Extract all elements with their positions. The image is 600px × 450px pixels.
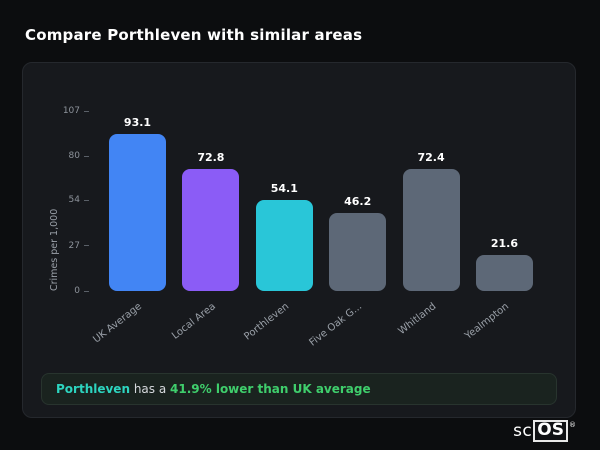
- bar-value-label: 93.1: [123, 116, 152, 130]
- x-axis-category-label: UK Average: [91, 301, 145, 346]
- x-axis-category-label: Yealmpton: [463, 301, 512, 342]
- bar-value-label: 54.1: [270, 182, 298, 195]
- bars-container: 93.1 UK Average 72.8 Local Area 54.1 Porthlev…: [92, 111, 533, 349]
- bar-value-label: 21.6: [490, 236, 519, 250]
- y-tick: 27: [69, 241, 89, 251]
- bar-value-label: 72.4: [417, 151, 445, 165]
- bar-column: 72.4 Whitland: [396, 111, 460, 337]
- bar[interactable]: [329, 213, 387, 291]
- logo-boxed-text: OS: [533, 420, 568, 442]
- y-tick-mark: [84, 199, 89, 201]
- y-tick: 54: [69, 195, 89, 205]
- summary-highlight-area: Porthleven: [56, 382, 130, 396]
- x-axis-category-label: Five Oak G...: [307, 301, 365, 349]
- y-axis-label: Crimes per 1,000: [49, 208, 60, 291]
- y-tick-label: 0: [74, 286, 80, 296]
- y-tick-label: 54: [68, 195, 80, 206]
- chart-card: Crimes per 1,000 0 27 54 80 107 93.1 UK Avera…: [22, 62, 576, 418]
- bar[interactable]: [109, 134, 166, 291]
- x-axis-category-label: Porthleven: [242, 301, 292, 343]
- registered-trademark-icon: ®: [569, 421, 576, 430]
- y-tick: 107: [63, 106, 89, 116]
- bar-value-label: 46.2: [344, 195, 372, 209]
- x-axis-category-label: Whitland: [395, 301, 438, 338]
- bar-column: 93.1 UK Average: [92, 111, 166, 345]
- y-tick-mark: [84, 110, 89, 112]
- bar[interactable]: [402, 169, 460, 291]
- y-tick-mark: [84, 290, 89, 292]
- x-axis-category-label: Local Area: [169, 301, 218, 342]
- y-tick-mark: [84, 155, 89, 157]
- scos-logo: sc OS ®: [513, 420, 576, 442]
- bar-value-label: 72.8: [197, 150, 225, 164]
- y-tick-label: 107: [62, 106, 80, 116]
- bar[interactable]: [255, 200, 313, 291]
- y-tick-label: 80: [68, 151, 80, 162]
- bar[interactable]: [182, 168, 240, 291]
- y-tick: 80: [69, 151, 89, 161]
- page-title: Compare Porthleven with similar areas: [25, 26, 363, 44]
- summary-box: Porthleven has a 41.9% lower than UK ave…: [41, 373, 557, 405]
- bar-column: 46.2 Five Oak G...: [308, 111, 387, 349]
- summary-middle-text: has a: [130, 382, 171, 396]
- bar-column: 21.6 Yealmpton: [463, 111, 533, 342]
- bar-chart-plot-area: 0 27 54 80 107 93.1 UK Average 72.8 Local Area 5…: [63, 106, 537, 349]
- bar-column: 72.8 Local Area: [170, 111, 240, 342]
- bar-column: 54.1 Porthleven: [242, 111, 313, 343]
- bar[interactable]: [475, 254, 533, 291]
- y-tick: 0: [74, 286, 89, 296]
- summary-stat-text: 41.9% lower than UK average: [170, 382, 371, 396]
- y-tick-label: 27: [68, 240, 80, 251]
- logo-prefix: sc: [513, 421, 533, 442]
- y-tick-mark: [84, 245, 89, 247]
